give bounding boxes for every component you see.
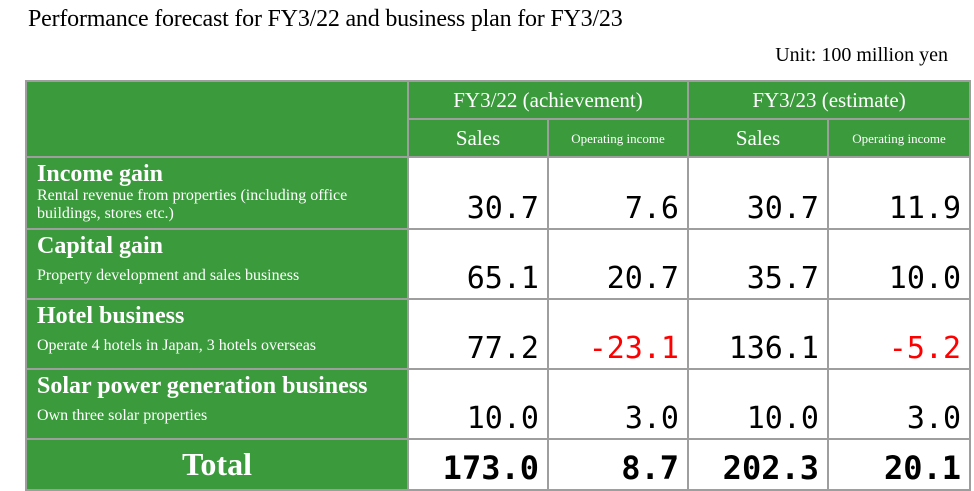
table-row: Income gain Rental revenue from properti… <box>25 156 972 230</box>
header-operating-income-fy23: Operating income <box>826 118 972 158</box>
unit-label: Unit: 100 million yen <box>775 44 948 66</box>
value-sales-fy23: 136.1 <box>687 298 829 370</box>
value-sales-fy22: 65.1 <box>407 228 549 300</box>
value-operating-income-fy23: 11.9 <box>826 156 972 230</box>
value-operating-income-fy22: 3.0 <box>547 368 689 440</box>
segment-description: Own three solar properties <box>37 407 208 424</box>
table-row: Capital gain Property development and sa… <box>25 228 972 300</box>
total-operating-income-fy22: 8.7 <box>547 438 689 491</box>
total-operating-income-fy23: 20.1 <box>826 438 972 491</box>
value-sales-fy23: 35.7 <box>687 228 829 300</box>
value-operating-income-fy23: -5.2 <box>826 298 972 370</box>
value-sales-fy23: 10.0 <box>687 368 829 440</box>
segment-description: Property development and sales business <box>37 267 300 284</box>
segment-cell: Capital gain Property development and sa… <box>25 228 409 300</box>
segment-name: Hotel business <box>37 303 185 329</box>
value-operating-income-fy22: -23.1 <box>547 298 689 370</box>
total-sales-fy22: 173.0 <box>407 438 549 491</box>
segment-cell: Solar power generation business Own thre… <box>25 368 409 440</box>
segment-cell: Income gain Rental revenue from properti… <box>25 156 409 230</box>
segment-cell: Hotel business Operate 4 hotels in Japan… <box>25 298 409 370</box>
segment-description: Operate 4 hotels in Japan, 3 hotels over… <box>37 337 317 354</box>
segment-name: Income gain <box>37 161 163 187</box>
header-row-metrics: Sales Operating income Sales Operating i… <box>26 118 972 158</box>
value-operating-income-fy23: 10.0 <box>826 228 972 300</box>
value-sales-fy22: 30.7 <box>407 156 549 230</box>
header-period-fy3-22: FY3/22 (achievement) <box>407 80 689 120</box>
segment-name: Capital gain <box>37 233 164 259</box>
header-period-fy3-23: FY3/23 (estimate) <box>686 80 972 120</box>
value-operating-income-fy23: 3.0 <box>826 368 972 440</box>
page-title: Performance forecast for FY3/22 and busi… <box>28 6 623 32</box>
segment-name: Solar power generation business <box>37 373 368 399</box>
value-sales-fy22: 10.0 <box>407 368 549 440</box>
table-row: Hotel business Operate 4 hotels in Japan… <box>25 298 972 370</box>
value-sales-fy22: 77.2 <box>407 298 549 370</box>
total-row: Total 173.0 8.7 202.3 20.1 <box>25 438 972 491</box>
header-operating-income-fy22: Operating income <box>547 118 689 158</box>
value-sales-fy23: 30.7 <box>687 156 829 230</box>
value-operating-income-fy22: 20.7 <box>547 228 689 300</box>
total-label: Total <box>25 438 409 491</box>
header-row-periods: FY3/22 (achievement) FY3/23 (estimate) <box>25 80 972 158</box>
segment-description: Rental revenue from properties (includin… <box>37 187 348 222</box>
table-row: Solar power generation business Own thre… <box>25 368 972 440</box>
header-sales-fy23: Sales <box>687 118 829 158</box>
header-blank-cell <box>25 80 409 158</box>
total-sales-fy23: 202.3 <box>687 438 829 491</box>
header-sales-fy22: Sales <box>407 118 549 158</box>
forecast-table: FY3/22 (achievement) FY3/23 (estimate) S… <box>25 80 972 491</box>
value-operating-income-fy22: 7.6 <box>547 156 689 230</box>
